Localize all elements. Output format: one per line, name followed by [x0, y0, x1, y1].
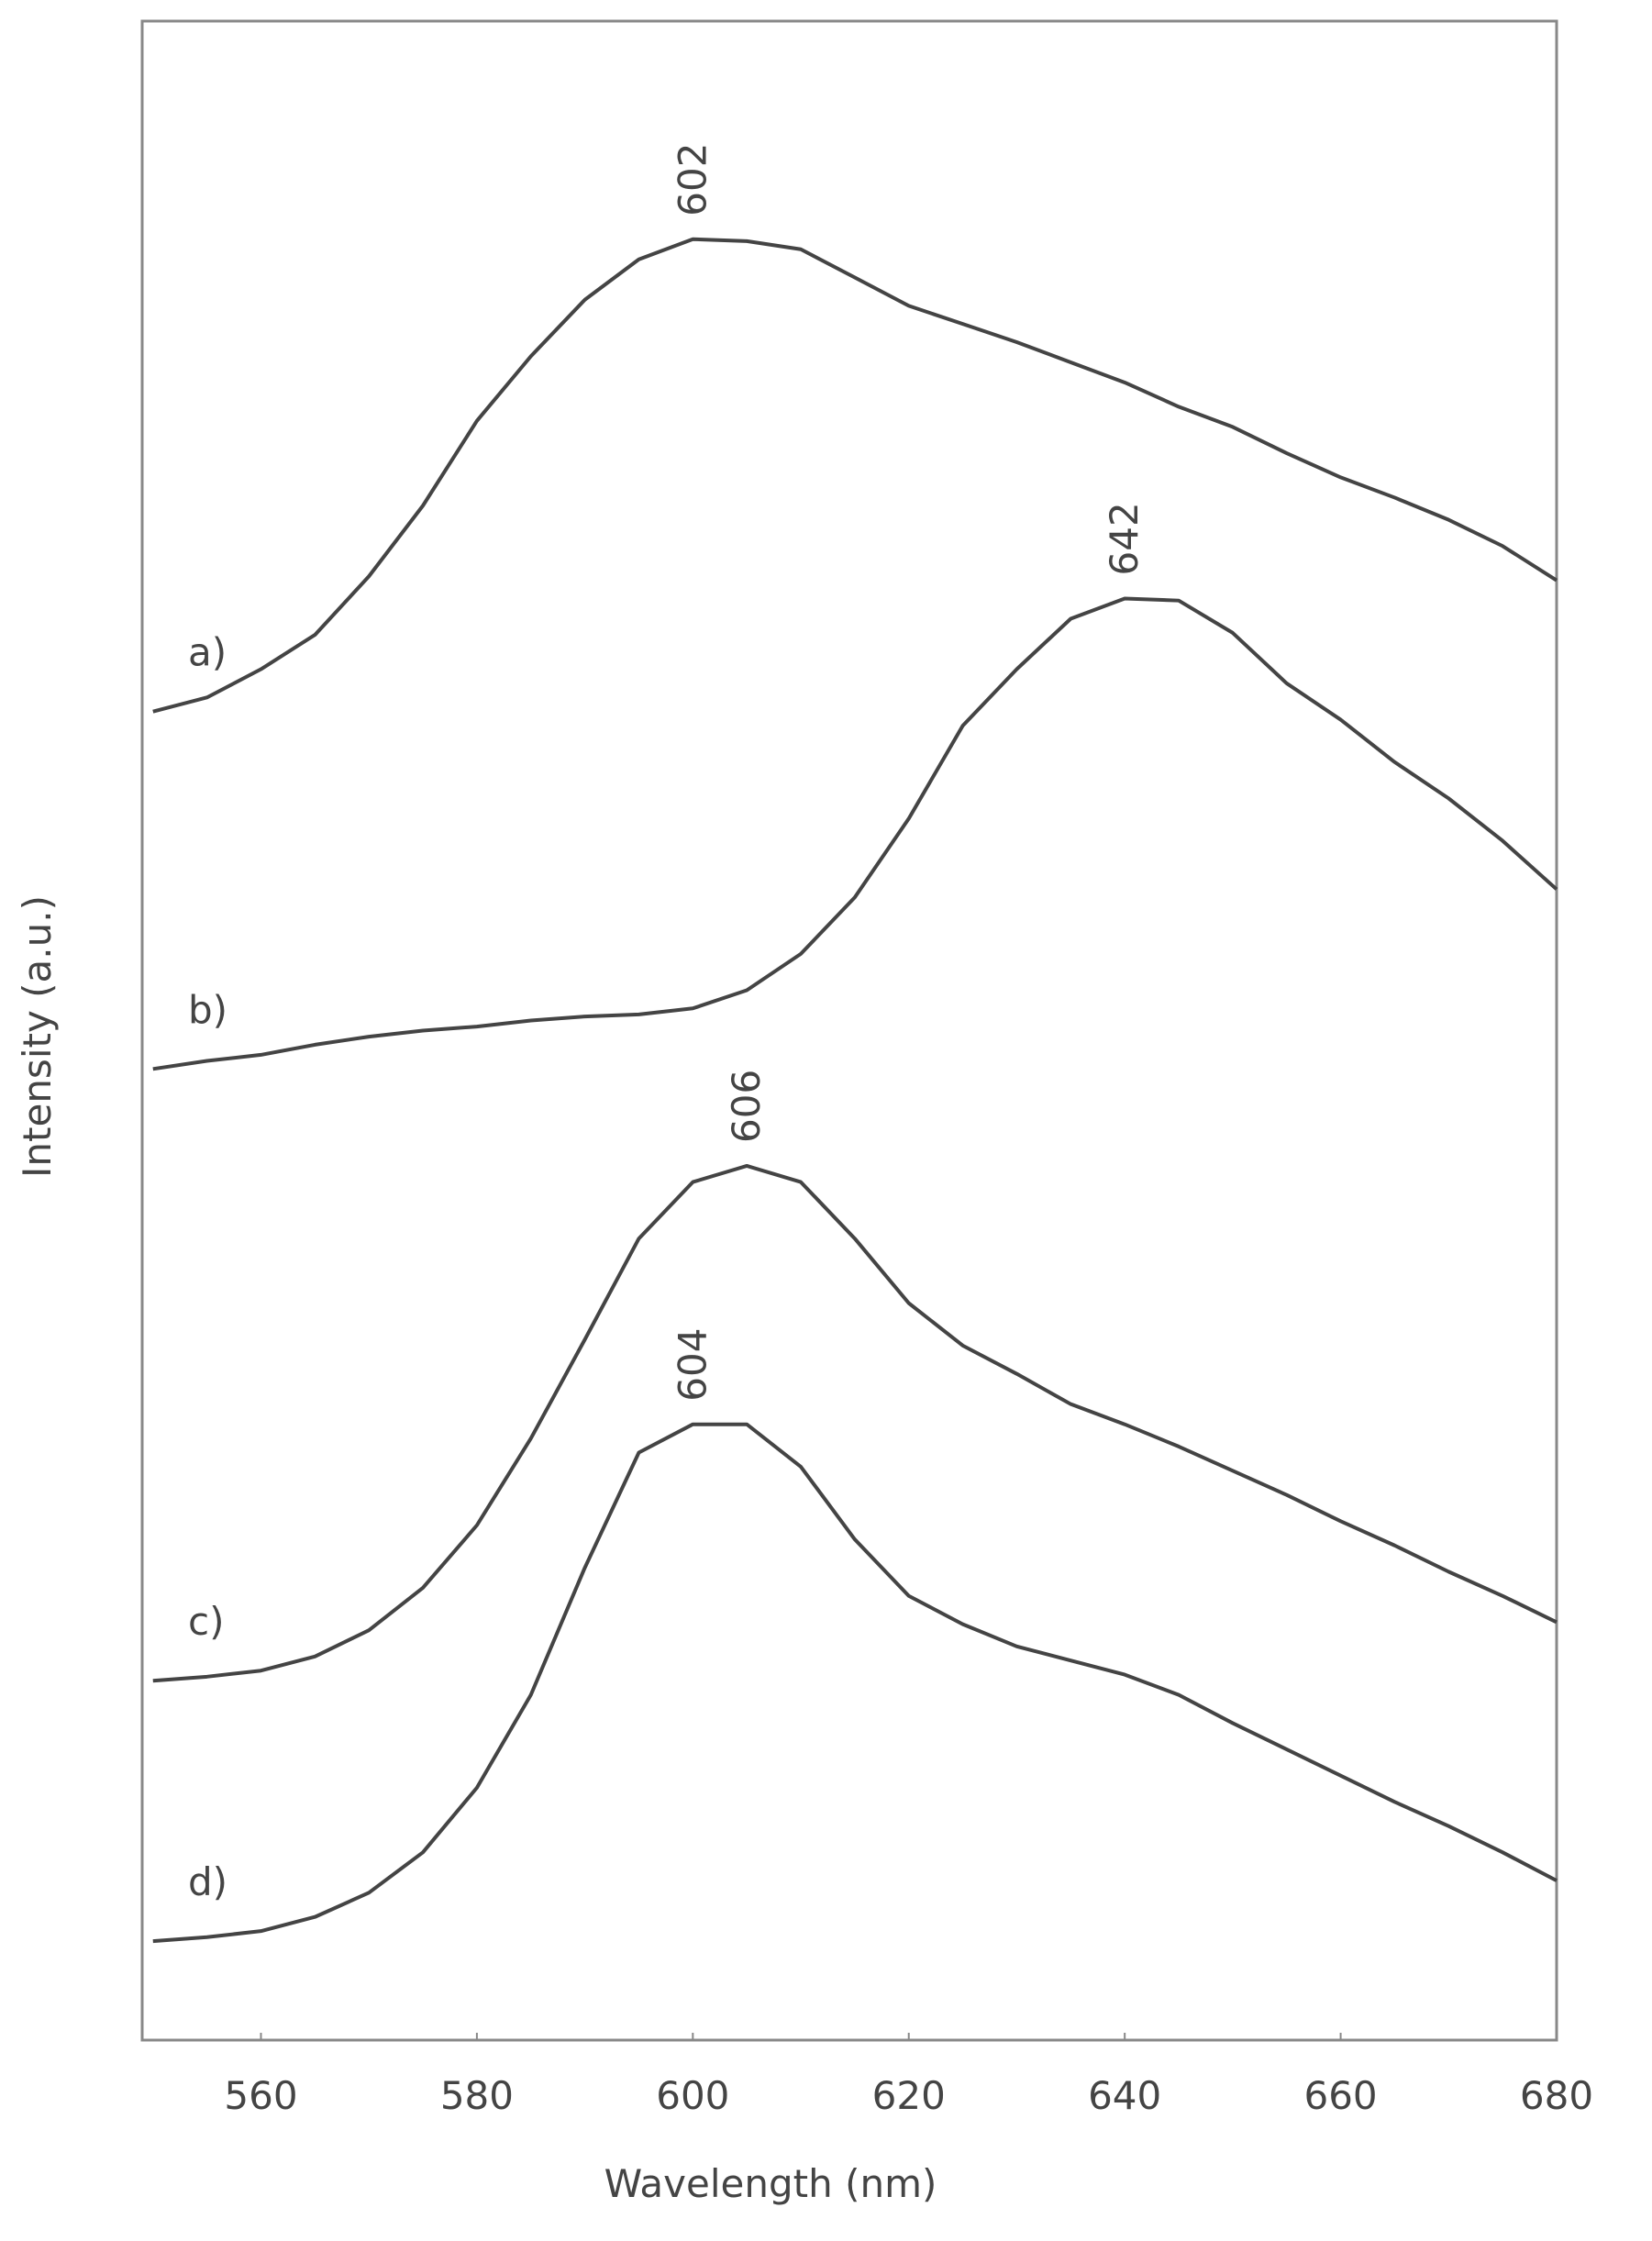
spectrum-line	[152, 237, 1558, 714]
x-tick-label: 620	[872, 2073, 946, 2118]
spectrum-line	[152, 1163, 1558, 1683]
x-axis-label: Wavelength (nm)	[604, 2161, 937, 2206]
peak-label: 606	[724, 1070, 769, 1143]
y-axis-label: Intensity (a.u.)	[15, 895, 60, 1178]
curve-label: b)	[188, 987, 227, 1032]
x-tick-label: 660	[1303, 2073, 1377, 2118]
curve-label: d)	[188, 1859, 227, 1904]
curve-label: a)	[188, 630, 227, 675]
spectrum-line	[152, 596, 1558, 1071]
x-tick-label: 640	[1088, 2073, 1161, 2118]
peak-label: 602	[670, 143, 715, 216]
x-tick-label: 580	[440, 2073, 514, 2118]
spectrum-line	[152, 1422, 1558, 1944]
x-tick-label: 560	[224, 2073, 297, 2118]
peak-label: 604	[670, 1328, 715, 1402]
plot-frame	[140, 19, 1558, 2042]
x-tick-label: 600	[656, 2073, 729, 2118]
x-tick-label: 680	[1520, 2073, 1593, 2118]
curve-label: c)	[188, 1599, 224, 1644]
peak-label: 642	[1102, 502, 1147, 575]
